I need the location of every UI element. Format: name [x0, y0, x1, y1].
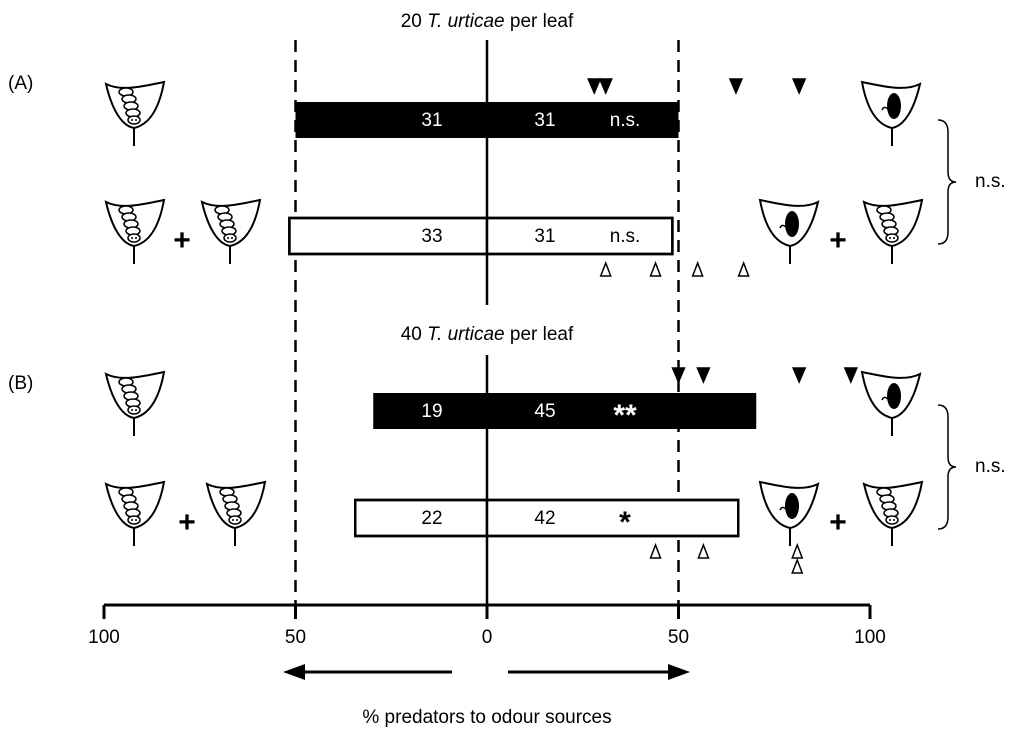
x-tick-label: 100 [88, 627, 120, 648]
count-right: 31 [534, 110, 555, 131]
replicate-marker [739, 263, 749, 276]
x-tick-label: 50 [668, 627, 689, 648]
significance: n.s. [610, 226, 641, 247]
count-left: 19 [421, 401, 442, 422]
chart: 20 T. urticae per leaf 40 T. urticae per… [0, 0, 1023, 734]
bracket [938, 405, 956, 529]
plus-sign: + [829, 224, 847, 257]
x-tick-label: 0 [482, 627, 493, 648]
count-left: 31 [421, 110, 442, 131]
count-left: 33 [421, 226, 442, 247]
x-tick-label: 50 [285, 627, 306, 648]
replicate-marker [845, 368, 857, 382]
replicate-marker [651, 545, 661, 558]
bar-left [296, 102, 488, 138]
x-tick-label: 100 [854, 627, 886, 648]
replicate-marker [698, 545, 708, 558]
comparison-label: n.s. [975, 456, 1006, 477]
arrow-head [283, 664, 305, 680]
plus-sign: + [178, 506, 196, 539]
arrow-head [668, 664, 690, 680]
x-axis-label: % predators to odour sources [362, 707, 611, 728]
replicate-marker [601, 263, 611, 276]
bar-right [487, 500, 738, 536]
replicate-marker [793, 368, 805, 382]
count-right: 42 [534, 508, 555, 529]
panel-title: 20 T. urticae per leaf [401, 11, 574, 32]
replicate-marker [600, 79, 612, 93]
replicate-marker [693, 263, 703, 276]
panel-title: 40 T. urticae per leaf [401, 324, 574, 345]
count-right: 31 [534, 226, 555, 247]
comparison-label: n.s. [975, 171, 1006, 192]
bar-right [487, 218, 672, 254]
replicate-marker [651, 263, 661, 276]
panel-label: (B) [8, 373, 33, 394]
replicate-marker [673, 368, 685, 382]
count-left: 22 [421, 508, 442, 529]
significance: ** [613, 399, 637, 432]
significance: * [619, 506, 631, 539]
replicate-marker [792, 560, 802, 573]
significance: n.s. [610, 110, 641, 131]
plus-sign: + [829, 506, 847, 539]
replicate-marker [588, 79, 600, 93]
replicate-marker [697, 368, 709, 382]
replicate-marker [792, 545, 802, 558]
panel-label: (A) [8, 73, 33, 94]
bar-right [487, 102, 679, 138]
replicate-marker [730, 79, 742, 93]
odour-source-icons [106, 82, 922, 546]
count-right: 45 [534, 401, 555, 422]
plus-sign: + [173, 224, 191, 257]
bar-left [289, 218, 487, 254]
bracket [938, 120, 956, 244]
replicate-marker [793, 79, 805, 93]
